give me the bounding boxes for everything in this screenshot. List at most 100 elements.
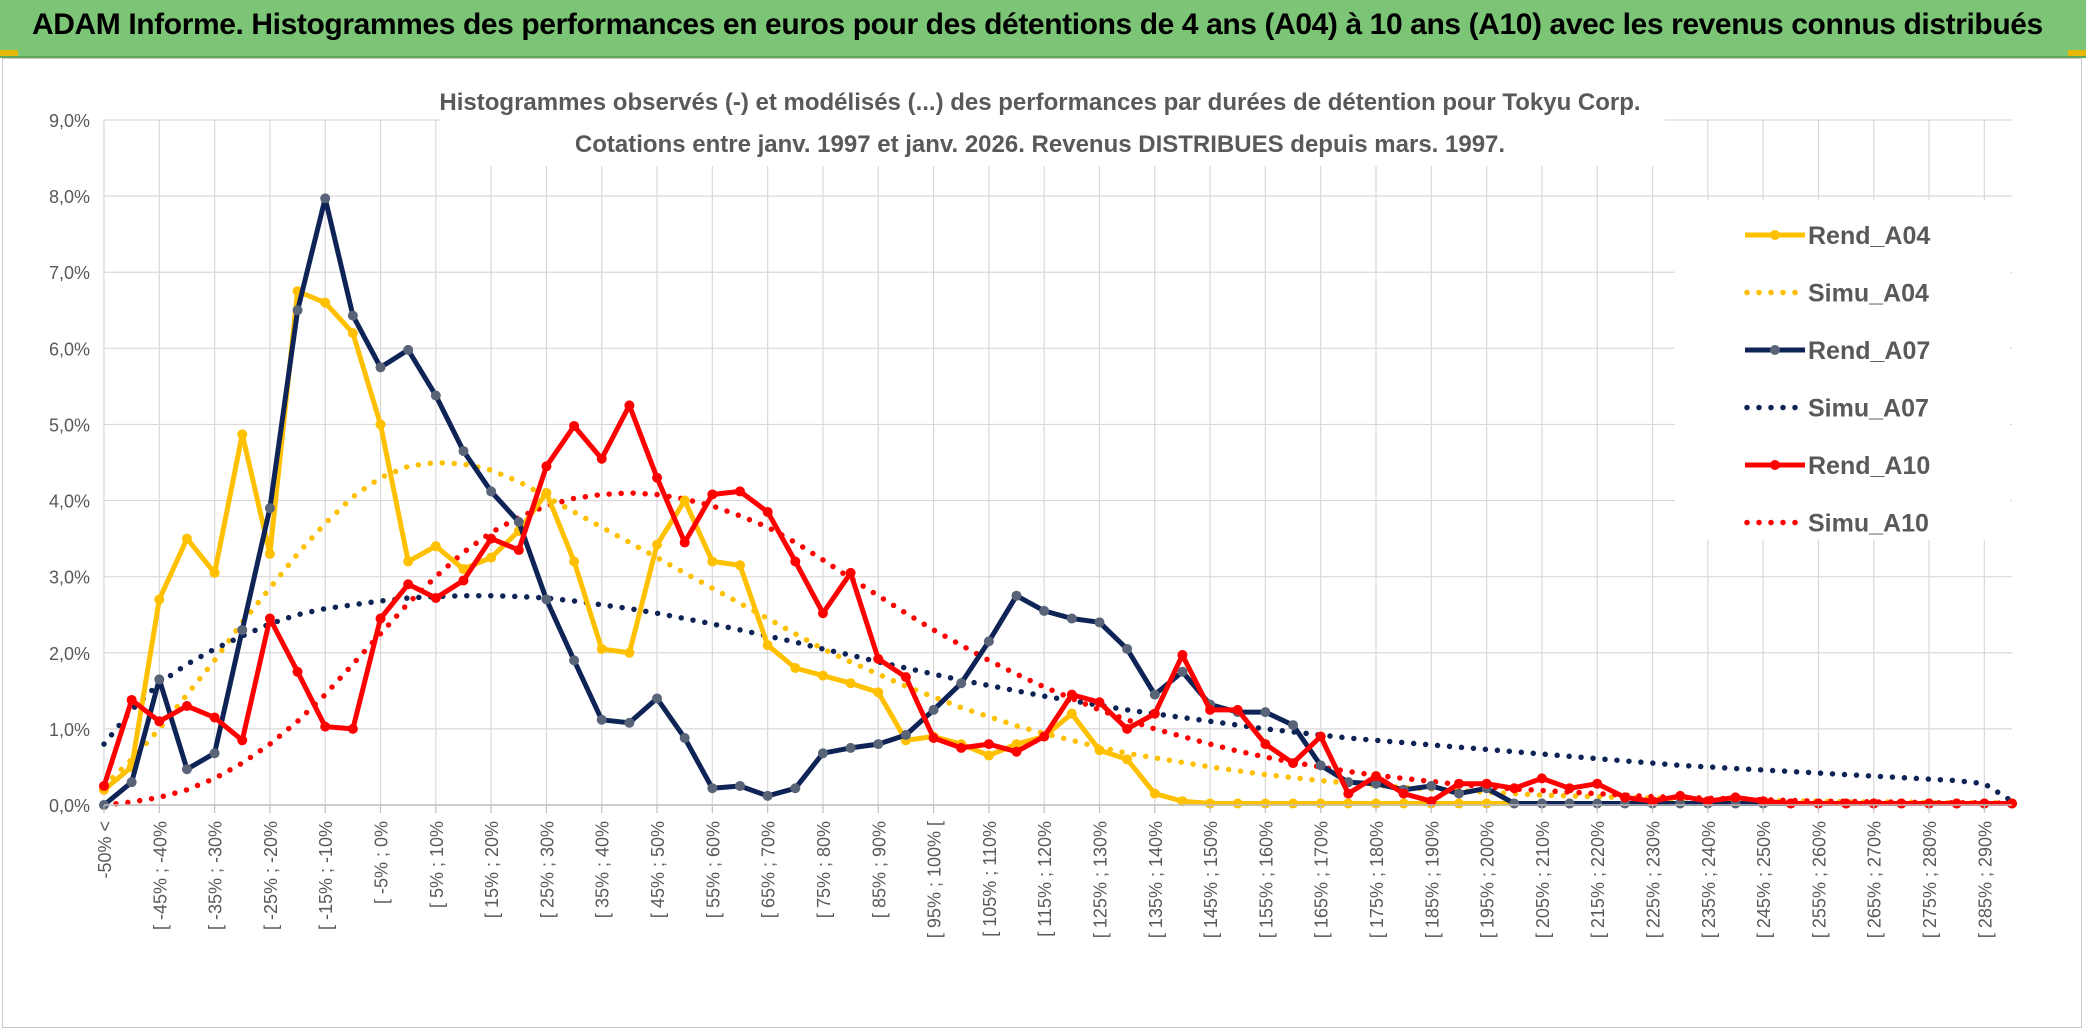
legend-marker — [1770, 345, 1780, 355]
point-Rend_A04 — [983, 750, 994, 761]
point-Rend_A04 — [1481, 798, 1492, 809]
x-tick-label: [ 125% ; 130% — [1090, 821, 1110, 938]
point-Rend_A10 — [1066, 689, 1077, 700]
y-tick-label: 2,0% — [49, 644, 90, 664]
y-tick-label: 1,0% — [49, 720, 90, 740]
point-Rend_A07 — [237, 624, 248, 635]
point-Rend_A10 — [956, 742, 967, 753]
point-Rend_A07 — [679, 733, 690, 744]
point-Rend_A07 — [652, 693, 663, 704]
point-Rend_A10 — [1730, 792, 1741, 803]
point-Rend_A07 — [1177, 666, 1188, 677]
x-tick-label: [ 15% ; 20% — [482, 821, 502, 918]
x-tick-label: [ 225% ; 230% — [1644, 821, 1664, 938]
point-Rend_A07 — [900, 729, 911, 740]
point-Rend_A07 — [1039, 605, 1050, 616]
point-Rend_A07 — [1315, 760, 1326, 771]
point-Rend_A10 — [845, 567, 856, 578]
point-Rend_A10 — [1288, 758, 1299, 769]
point-Rend_A04 — [154, 594, 165, 605]
point-Rend_A07 — [486, 486, 497, 497]
x-tick-label: [ 215% ; 220% — [1588, 821, 1608, 938]
point-Rend_A07 — [707, 783, 718, 794]
x-tick-label: -50% < — [95, 821, 115, 879]
line-Simu_A07 — [101, 592, 2015, 804]
y-tick-label: 7,0% — [49, 263, 90, 283]
point-Rend_A10 — [513, 545, 524, 556]
point-Rend_A04 — [1315, 798, 1326, 809]
y-tick-label: 6,0% — [49, 339, 90, 359]
point-Rend_A04 — [1122, 754, 1133, 765]
point-Rend_A04 — [375, 419, 386, 430]
point-Rend_A10 — [1343, 788, 1354, 799]
point-Rend_A10 — [569, 420, 580, 431]
point-Rend_A07 — [735, 780, 745, 791]
point-Rend_A04 — [873, 687, 884, 698]
point-Rend_A10 — [1177, 650, 1188, 661]
point-Rend_A10 — [679, 537, 690, 548]
point-Rend_A10 — [624, 400, 635, 411]
x-tick-label: [ -15% ; -10% — [316, 821, 336, 930]
point-Rend_A10 — [1232, 704, 1243, 715]
point-Rend_A04 — [1149, 788, 1160, 799]
x-tick-label: [ 195% ; 200% — [1478, 821, 1498, 938]
x-tick-label: [ 185% ; 190% — [1422, 821, 1442, 938]
point-Rend_A04 — [624, 647, 635, 658]
point-Rend_A04 — [1453, 798, 1464, 809]
title-banner: ADAM Informe. Histogrammes des performan… — [0, 0, 2086, 58]
point-Rend_A04 — [1398, 798, 1409, 809]
point-Rend_A04 — [1260, 798, 1271, 809]
point-Rend_A07 — [956, 678, 967, 689]
point-Rend_A10 — [347, 723, 358, 734]
point-Rend_A07 — [347, 310, 358, 321]
x-tick-label: [ 105% ; 110% — [980, 821, 1000, 937]
x-tick-label: [ 85% ; 90% — [869, 821, 889, 918]
point-Rend_A10 — [652, 472, 663, 483]
point-Rend_A10 — [126, 694, 137, 705]
point-Rend_A04 — [735, 560, 745, 571]
x-tick-label: [ 45% ; 50% — [648, 821, 668, 918]
point-Rend_A04 — [596, 643, 607, 654]
point-Rend_A04 — [320, 297, 331, 308]
legend-label: Rend_A10 — [1808, 452, 1930, 480]
point-Rend_A07 — [624, 717, 635, 728]
line-Rend_A07 — [102, 195, 2012, 807]
point-Rend_A04 — [790, 663, 801, 673]
point-Rend_A07 — [209, 748, 220, 759]
point-Rend_A10 — [1481, 778, 1492, 789]
legend-entry: Rend_A04 — [1745, 222, 1930, 250]
point-Rend_A10 — [1592, 778, 1603, 789]
x-tick-label: [ 65% ; 70% — [759, 821, 779, 918]
point-Rend_A10 — [1841, 798, 1852, 809]
x-tick-label: [ 115% ; 120% — [1035, 821, 1055, 937]
banner-title: ADAM Informe. Histogrammes des performan… — [32, 8, 2043, 41]
x-tick-label: [ 135% ; 140% — [1146, 821, 1166, 938]
point-Rend_A10 — [707, 489, 718, 500]
legend-entry: Simu_A07 — [1744, 395, 1929, 423]
x-tick-label: [ 255% ; 260% — [1809, 821, 1829, 938]
point-Rend_A10 — [209, 712, 220, 723]
legend-entry: Simu_A10 — [1744, 510, 1929, 538]
point-Rend_A07 — [596, 714, 607, 725]
series-layer — [99, 193, 2017, 810]
legend-label: Simu_A10 — [1808, 510, 1929, 538]
point-Rend_A10 — [375, 613, 386, 624]
point-Rend_A07 — [292, 305, 303, 316]
point-Rend_A07 — [1509, 798, 1520, 809]
point-Rend_A10 — [1951, 798, 1962, 809]
x-tick-label: [ 155% ; 160% — [1256, 821, 1276, 938]
x-tick-label: [ 5% ; 10% — [427, 821, 447, 908]
point-Rend_A07 — [1564, 798, 1575, 809]
point-Rend_A04 — [209, 567, 220, 578]
point-Rend_A10 — [900, 672, 911, 683]
point-Rend_A07 — [873, 739, 884, 750]
point-Rend_A10 — [403, 579, 414, 590]
point-Rend_A04 — [1066, 708, 1077, 719]
point-Rend_A10 — [1509, 783, 1520, 794]
point-Rend_A10 — [1122, 723, 1133, 734]
point-Rend_A10 — [430, 592, 441, 603]
point-Rend_A10 — [292, 666, 303, 677]
point-Rend_A10 — [1260, 739, 1271, 750]
point-Rend_A07 — [790, 783, 801, 794]
point-Rend_A07 — [928, 704, 939, 715]
